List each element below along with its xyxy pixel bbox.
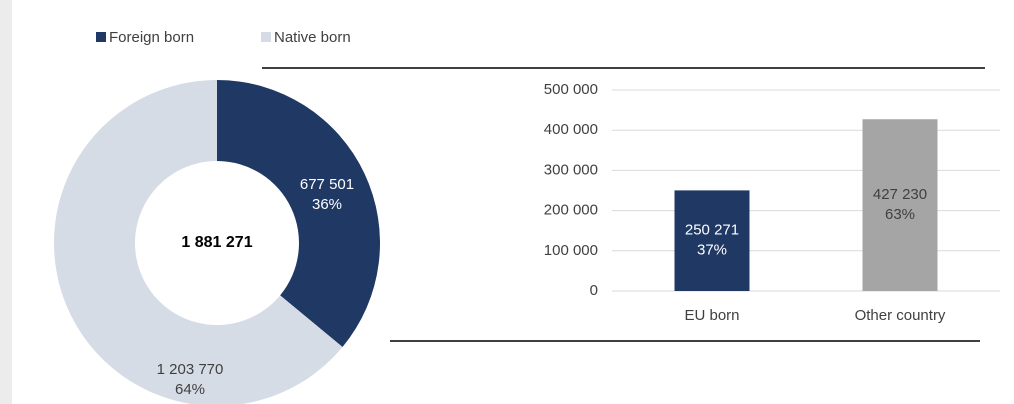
y-tick-label: 100 000 — [544, 242, 598, 259]
percent-label: 36% — [312, 196, 342, 213]
data-label: 1 203 770 — [157, 361, 224, 378]
x-tick-label: EU born — [684, 307, 739, 324]
bar — [862, 119, 938, 291]
x-tick-label: Other country — [855, 307, 946, 324]
percent-label: 64% — [175, 381, 205, 398]
y-tick-label: 500 000 — [544, 81, 598, 98]
y-tick-label: 400 000 — [544, 121, 598, 138]
legend-label: Native born — [274, 29, 351, 46]
y-tick-label: 300 000 — [544, 161, 598, 178]
data-label: 427 230 — [873, 186, 927, 203]
y-tick-label: 200 000 — [544, 202, 598, 219]
data-label: 250 271 — [685, 222, 739, 239]
donut-slice — [54, 80, 343, 404]
y-tick-label: 0 — [590, 282, 598, 299]
percent-label: 37% — [697, 242, 727, 259]
side-strip — [0, 0, 12, 404]
legend-swatch — [261, 32, 271, 42]
legend-swatch — [96, 32, 106, 42]
bar — [674, 190, 750, 291]
percent-label: 63% — [885, 206, 915, 223]
donut-total: 1 881 271 — [181, 234, 252, 251]
donut-slice — [217, 80, 381, 348]
data-label: 677 501 — [300, 176, 354, 193]
legend-label: Foreign born — [109, 29, 194, 46]
